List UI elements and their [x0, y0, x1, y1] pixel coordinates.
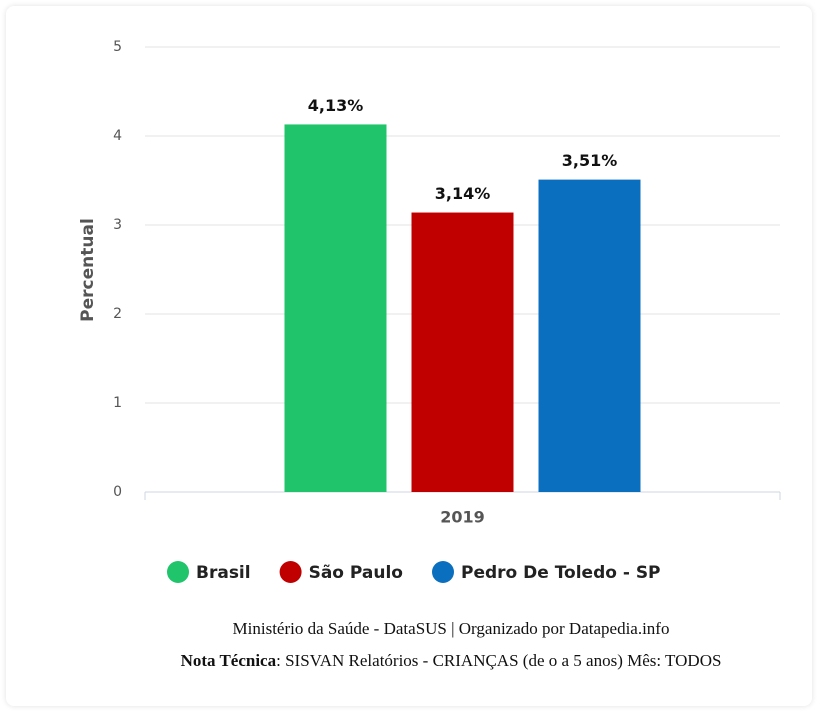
- note: Nota Técnica: SISVAN Relatórios - CRIANÇ…: [181, 651, 722, 670]
- legend-label: Brasil: [196, 563, 251, 583]
- legend-swatch: [279, 561, 302, 583]
- legend-swatch: [167, 561, 189, 583]
- value-label: 3,51%: [562, 151, 618, 170]
- y-tick-label: 5: [113, 39, 122, 55]
- y-tick-label: 2: [113, 306, 122, 322]
- bar: [284, 124, 387, 493]
- bar: [411, 212, 514, 493]
- bar: [538, 179, 641, 493]
- y-tick-label: 3: [113, 217, 122, 233]
- y-axis-title: Percentual: [78, 218, 98, 322]
- value-label: 4,13%: [308, 96, 364, 115]
- x-tick-label: 2019: [440, 508, 485, 527]
- legend-label: São Paulo: [309, 563, 403, 583]
- y-tick-label: 4: [113, 128, 122, 144]
- y-tick-label: 0: [113, 484, 122, 500]
- legend-label: Pedro De Toledo - SP: [461, 563, 661, 583]
- note-label: Nota Técnica: [181, 651, 277, 670]
- source: Ministério da Saúde - DataSUS | Organiza…: [233, 619, 670, 638]
- legend-swatch: [432, 561, 454, 583]
- note-text: : SISVAN Relatórios - CRIANÇAS (de o a 5…: [276, 651, 721, 670]
- value-label: 3,14%: [435, 184, 491, 203]
- card: [6, 6, 812, 706]
- y-tick-label: 1: [113, 395, 122, 411]
